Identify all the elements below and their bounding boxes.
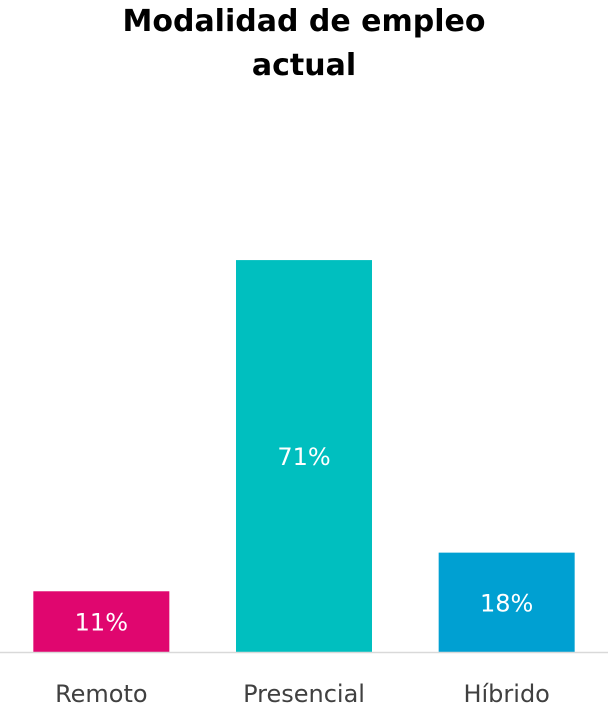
data-label: 71% [277, 443, 330, 471]
chart-title-line-2: actual [251, 48, 357, 83]
bars-group [33, 260, 575, 652]
bar-hibrido [438, 552, 575, 652]
chart-title-line-1: Modalidad de empleo [122, 4, 486, 39]
category-label: Remoto [55, 680, 148, 708]
bar-presencial [236, 260, 372, 652]
category-label: Híbrido [463, 680, 549, 708]
bar-remoto [33, 591, 170, 652]
category-label: Presencial [243, 680, 365, 708]
data-label: 18% [480, 589, 533, 617]
data-label: 11% [75, 609, 128, 637]
chart-title: Modalidad de empleo actual [0, 0, 608, 88]
labels-group: 11% Remoto 71% Presencial 18% Híbrido [55, 443, 550, 708]
